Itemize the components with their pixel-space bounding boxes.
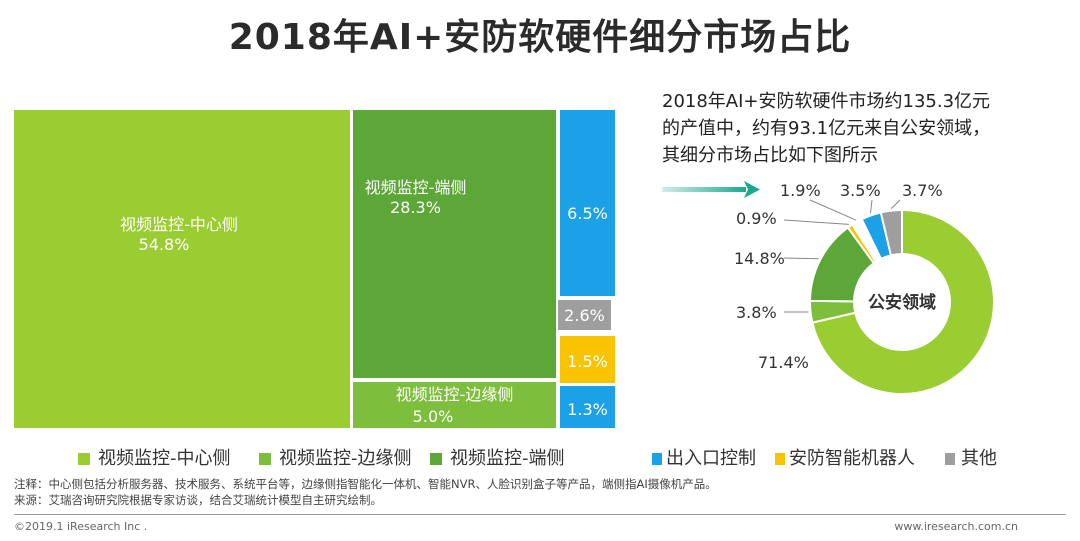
page-title: 2018年AI+安防软硬件细分市场占比 [228,17,852,58]
leader-line [809,199,857,221]
legend-item-robot: 安防智能机器人 [775,444,915,470]
legend-label: 出入口控制 [666,448,756,469]
leader-line [869,199,873,214]
legend-swatch [945,453,955,465]
donut-label: 1.9% [780,181,821,200]
leader-line [890,199,901,209]
donut-label: 3.5% [840,181,881,200]
legend-item-center: 视频监控-中心侧 [78,444,231,470]
legend-label: 其他 [961,448,997,469]
legend-swatch [78,453,90,465]
donut-label: 3.8% [736,303,777,322]
footer-divider [14,514,1066,515]
source: 来源：艾瑞咨询研究院根据专家访谈，结合艾瑞统计模型自主研究绘制。 [14,493,382,507]
description: 2018年AI+安防软硬件市场约135.3亿元 的产值中，约有93.1亿元来自公… [662,88,1062,169]
donut-label: 3.7% [902,181,943,200]
donut-slice [850,217,883,264]
tile-small-value: 1.3% [567,400,608,419]
donut-slice [808,226,876,303]
donut-slice [811,208,995,395]
legend-label: 视频监控-端侧 [450,448,565,469]
description-line: 其细分市场占比如下图所示 [662,145,878,166]
tile-center: 视频监控-中心侧 54.8% [14,110,350,428]
legend-swatch [775,453,785,465]
tile-edge: 视频监控-端侧 28.3% [353,110,556,378]
tile-entry-value: 6.5% [567,204,608,223]
legend-label: 安防智能机器人 [789,448,915,469]
donut-label: 14.8% [734,249,785,268]
donut-slice [879,208,903,257]
tile-center-label: 视频监控-中心侧 [120,215,238,234]
donut-label: 71.4% [758,353,809,372]
tile-entry: 6.5% [560,110,615,296]
legend-swatch [259,453,271,465]
tile-other: 2.6% [556,298,613,332]
tile-robot-value: 1.5% [567,352,608,371]
leader-line [783,219,849,225]
arrow-icon [662,181,760,198]
tile-border: 视频监控-边缘侧 5.0% [353,382,556,428]
description-line: 2018年AI+安防软硬件市场约135.3亿元 [662,91,991,112]
donut-slice [860,211,893,261]
donut-slice [809,299,857,324]
legend-item-entry: 出入口控制 [652,444,756,470]
tile-center-value: 54.8% [138,235,190,254]
legend-item-border: 视频监控-边缘侧 [259,444,412,470]
tile-edge-label: 视频监控-端侧 [364,178,467,197]
tile-border-value: 5.0% [412,407,454,426]
legend-item-edge: 视频监控-端侧 [430,444,565,470]
legend-label: 视频监控-中心侧 [98,448,231,469]
legend-swatch [430,453,442,465]
donut-center-title: 公安领域 [868,292,936,313]
leader-line [783,257,819,260]
description-line: 的产值中，约有93.1亿元来自公安领域， [662,118,991,139]
tile-small: 1.3% [560,386,615,428]
donut-slice [846,223,878,265]
tile-border-label: 视频监控-边缘侧 [395,385,514,404]
legend-item-other: 其他 [945,444,997,470]
tile-robot: 1.5% [560,336,615,383]
tile-other-value: 2.6% [564,306,605,325]
copyright: ©2019.1 iResearch Inc . [14,520,148,533]
note: 注释：中心侧包括分析服务器、技术服务、系统平台等，边缘侧指智能化一体机、智能NV… [14,477,717,491]
tile-edge-value: 28.3% [390,198,441,217]
legend-swatch [652,453,662,465]
website: www.iresearch.com.cn [894,520,1018,533]
donut-label: 0.9% [736,209,777,228]
legend-label: 视频监控-边缘侧 [279,448,412,469]
